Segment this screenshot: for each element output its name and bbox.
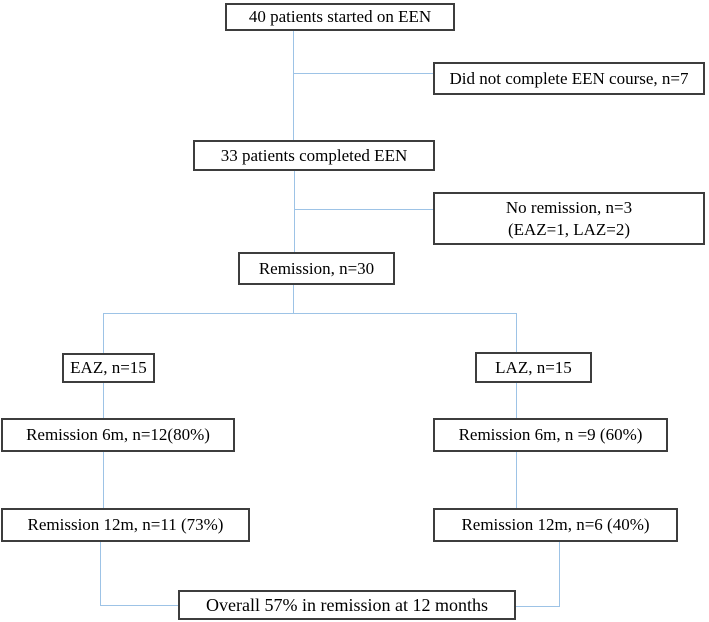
connector-start-to-completed <box>293 31 294 140</box>
connector-laz-to-laz-6m <box>516 383 517 418</box>
connector-split-horizontal <box>103 313 517 314</box>
connector-right-into-overall <box>516 606 560 607</box>
box-laz-remission-12m: Remission 12m, n=6 (40%) <box>433 508 678 542</box>
connector-eaz-to-eaz-6m <box>103 383 104 418</box>
box-patients-completed-label: 33 patients completed EEN <box>220 145 408 165</box>
box-laz: LAZ, n=15 <box>475 352 592 383</box>
box-eaz-remission-6m-label: Remission 6m, n=12(80%) <box>26 425 210 445</box>
box-patients-started: 40 patients started on EEN <box>225 3 455 31</box>
box-eaz-remission-12m: Remission 12m, n=11 (73%) <box>1 508 250 542</box>
connector-left-into-overall <box>100 605 178 606</box>
box-remission: Remission, n=30 <box>238 252 395 285</box>
connector-eaz-6m-to-eaz-12m <box>103 452 104 508</box>
connector-eaz-12m-down <box>100 542 101 606</box>
box-remission-label: Remission, n=30 <box>258 258 375 278</box>
connector-split-to-laz <box>516 313 517 352</box>
box-overall-remission: Overall 57% in remission at 12 months <box>178 590 516 620</box>
box-no-remission-line1: No remission, n=3 <box>505 198 633 218</box>
box-laz-remission-6m: Remission 6m, n =9 (60%) <box>433 418 668 452</box>
connector-completed-to-remission <box>294 171 295 252</box>
connector-branch-to-no-remission <box>294 209 433 210</box>
box-laz-label: LAZ, n=15 <box>495 357 572 377</box>
box-eaz-label: EAZ, n=15 <box>70 358 147 378</box>
connector-laz-12m-down <box>559 542 560 607</box>
box-eaz-remission-6m: Remission 6m, n=12(80%) <box>1 418 235 452</box>
box-did-not-complete: Did not complete EEN course, n=7 <box>433 62 705 95</box>
box-eaz: EAZ, n=15 <box>62 353 155 383</box>
box-laz-remission-6m-label: Remission 6m, n =9 (60%) <box>458 425 643 445</box>
box-no-remission: No remission, n=3 (EAZ=1, LAZ=2) <box>433 192 705 245</box>
box-overall-remission-label: Overall 57% in remission at 12 months <box>206 594 488 615</box>
box-patients-started-label: 40 patients started on EEN <box>248 7 432 27</box>
box-did-not-complete-label: Did not complete EEN course, n=7 <box>449 68 689 88</box>
connector-split-to-eaz <box>103 313 104 353</box>
box-patients-completed: 33 patients completed EEN <box>193 140 435 171</box>
box-no-remission-line2: (EAZ=1, LAZ=2) <box>507 219 631 239</box>
connector-branch-to-dropout <box>293 73 433 74</box>
connector-laz-6m-to-laz-12m <box>516 452 517 508</box>
connector-remission-to-split <box>293 285 294 313</box>
box-laz-remission-12m-label: Remission 12m, n=6 (40%) <box>461 515 650 535</box>
box-eaz-remission-12m-label: Remission 12m, n=11 (73%) <box>27 515 224 535</box>
